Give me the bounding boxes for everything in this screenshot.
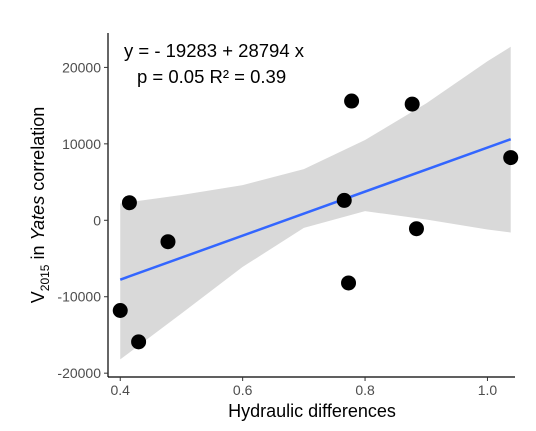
y-tick-label-1: -20000 (57, 365, 101, 381)
data-point-3 (131, 334, 147, 350)
regression-stats: p = 0.05 R² = 0.39 (137, 66, 286, 87)
x-axis-title: Hydraulic differences (228, 401, 396, 421)
y-tick-label-5: 20000 (62, 59, 101, 75)
confidence-band-layer (120, 46, 511, 360)
y-axis-title-in: in (28, 241, 48, 265)
y-axis-title: V2015 in Yates correlation (28, 107, 52, 303)
y-axis-title-correlation: correlation (28, 107, 48, 196)
x-tick-label-2: 0.6 (233, 382, 253, 398)
regression-equation: y = - 19283 + 28794 x (124, 40, 305, 61)
y-axis-title-subscript: 2015 (38, 264, 52, 291)
data-point-2 (121, 195, 137, 211)
data-points-layer (112, 93, 519, 350)
data-point-4 (160, 234, 176, 250)
y-tick-label-2: -10000 (57, 289, 101, 305)
y-axis-title-yates: Yates (28, 196, 48, 241)
data-point-7 (344, 93, 360, 109)
ticks-layer: 0.4 0.6 0.8 1.0 -20000 -10000 0 10000 20000 (57, 59, 497, 398)
x-tick-label-4: 1.0 (478, 382, 498, 398)
axes-layer (107, 33, 515, 378)
data-point-9 (408, 221, 424, 237)
x-tick-label-3: 0.8 (355, 382, 375, 398)
x-tick-label-1: 0.4 (111, 382, 131, 398)
y-axis-title-v: V (28, 291, 48, 303)
confidence-band (120, 46, 511, 360)
y-tick-label-3: 0 (93, 212, 101, 228)
data-point-5 (336, 192, 352, 208)
y-tick-label-4: 10000 (62, 136, 101, 152)
data-point-8 (404, 96, 420, 112)
data-point-6 (341, 275, 357, 291)
regression-line (119, 138, 512, 281)
data-point-1 (112, 302, 128, 318)
data-point-10 (503, 150, 519, 166)
fit-line-layer (119, 138, 512, 281)
